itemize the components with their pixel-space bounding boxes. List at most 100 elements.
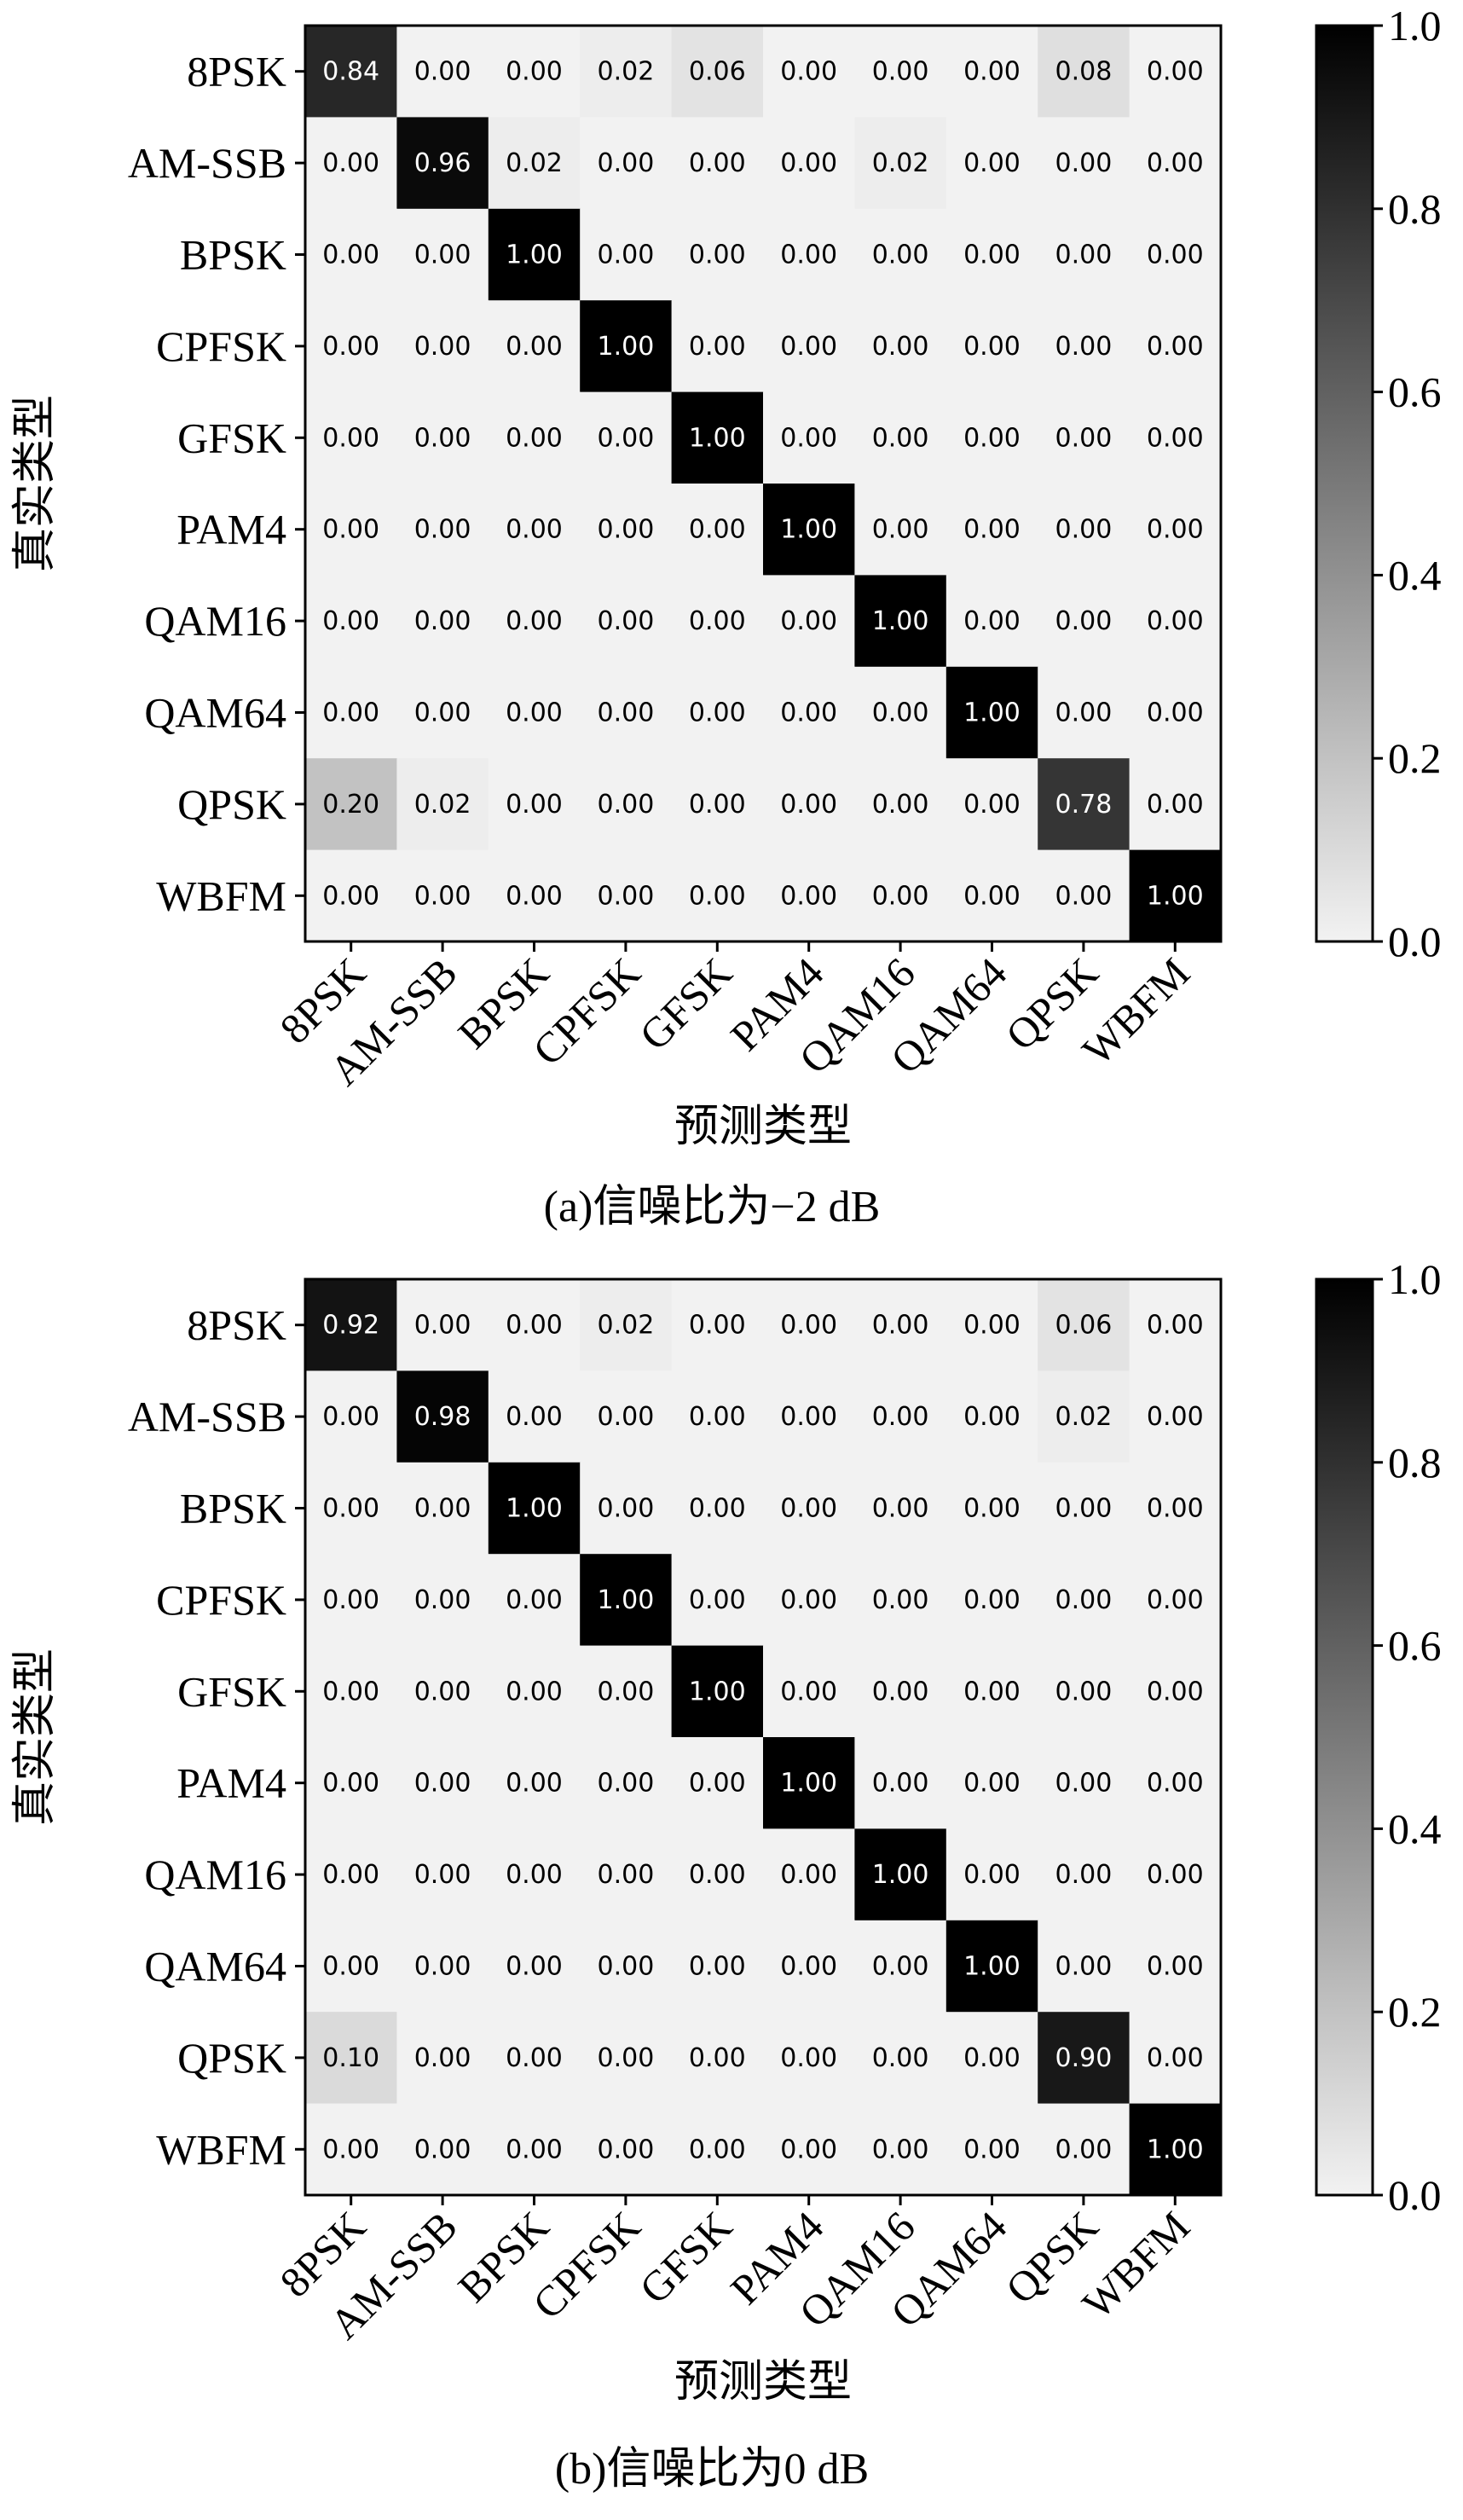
cell-value-label: 0.00 — [322, 881, 379, 911]
heatmap-cell — [396, 575, 489, 668]
cell-value-label: 0.00 — [689, 332, 746, 362]
heatmap-cell — [763, 849, 855, 942]
heatmap-cell — [1038, 391, 1130, 484]
cell-value-label: 0.00 — [963, 790, 1021, 820]
heatmap-cell — [854, 117, 947, 210]
heatmap-cell — [763, 1920, 855, 2013]
cell-value-label: 0.00 — [1147, 515, 1204, 545]
heatmap-cell — [1038, 1828, 1130, 1921]
cell-value-label: 0.00 — [506, 790, 563, 820]
heatmap-cell — [671, 2103, 764, 2196]
cell-value-label: 0.00 — [1055, 1952, 1113, 1982]
x-tick-label: GFSK — [630, 2202, 741, 2313]
heatmap-cell — [488, 26, 581, 118]
heatmap-cell — [305, 1370, 397, 1463]
heatmap-cell — [671, 391, 764, 484]
heatmap-cell — [763, 1645, 855, 1738]
heatmap-cell — [671, 575, 764, 668]
heatmap-cell — [396, 2103, 489, 2196]
cell-value-label: 0.00 — [780, 1311, 837, 1341]
heatmap-cell — [580, 2103, 673, 2196]
cell-value-label: 0.00 — [1055, 515, 1113, 545]
cell-value-label: 0.00 — [780, 1402, 837, 1432]
heatmap-cell — [580, 300, 673, 393]
heatmap-cell — [671, 300, 764, 393]
cell-value-label: 1.00 — [689, 1677, 746, 1706]
cell-value-label: 0.00 — [598, 148, 655, 178]
heatmap-cell — [1129, 484, 1222, 576]
heatmap-cell — [305, 1645, 397, 1738]
heatmap-cell — [488, 758, 581, 851]
heatmap-cell — [488, 1370, 581, 1463]
cell-value-label: 0.00 — [506, 698, 563, 728]
cell-value-label: 0.00 — [963, 515, 1021, 545]
cell-value-label: 0.00 — [780, 2043, 837, 2073]
colorbar-tick-label: 0.0 — [1388, 2171, 1442, 2219]
cell-value-label: 0.00 — [1147, 1585, 1204, 1615]
heatmap-cell — [1129, 575, 1222, 668]
heatmap-cell — [580, 1370, 673, 1463]
cell-value-label: 0.00 — [872, 1769, 929, 1799]
colorbar-tick-label: 0.6 — [1388, 368, 1442, 416]
heatmap-cell — [763, 484, 855, 576]
colorbar-tick-label: 0.4 — [1388, 1805, 1442, 1852]
heatmap-cell — [1038, 575, 1130, 668]
heatmap-cell — [671, 208, 764, 301]
cell-value-label: 0.00 — [1147, 1494, 1204, 1524]
y-tick-label: BPSK — [180, 231, 286, 279]
heatmap-cell — [305, 26, 397, 118]
heatmap-cell — [396, 1370, 489, 1463]
y-tick-label: QAM16 — [144, 597, 286, 645]
heatmap-cell — [854, 1370, 947, 1463]
heatmap-cell — [671, 1737, 764, 1829]
cell-value-label: 0.00 — [1147, 2043, 1204, 2073]
cell-value-label: 0.00 — [780, 790, 837, 820]
cell-value-label: 0.00 — [322, 148, 379, 178]
heatmap-cell — [1038, 2012, 1130, 2105]
heatmap-cell — [580, 1554, 673, 1647]
cell-value-label: 0.00 — [414, 1860, 471, 1890]
heatmap-cell — [488, 300, 581, 393]
colorbar-tick-label: 1.0 — [1388, 2, 1442, 49]
cell-value-label: 0.00 — [506, 332, 563, 362]
heatmap-cell — [945, 1828, 1038, 1921]
heatmap-cell — [488, 2012, 581, 2105]
heatmap-cell — [763, 2103, 855, 2196]
cell-value-label: 0.00 — [963, 2135, 1021, 2164]
heatmap-cell — [763, 1554, 855, 1647]
heatmap-cell — [488, 484, 581, 576]
y-tick-label: GFSK — [177, 414, 286, 461]
cell-value-label: 1.00 — [598, 332, 655, 362]
cell-value-label: 0.00 — [322, 332, 379, 362]
heatmap-cell — [945, 1645, 1038, 1738]
cell-value-label: 0.00 — [506, 1585, 563, 1615]
heatmap-cell — [488, 1462, 581, 1555]
cell-value-label: 0.00 — [322, 423, 379, 453]
cell-value-label: 0.00 — [872, 240, 929, 270]
cell-value-label: 0.00 — [414, 2043, 471, 2073]
cell-value-label: 0.00 — [872, 698, 929, 728]
cell-value-label: 0.00 — [506, 57, 563, 87]
colorbar-tick-label: 0.6 — [1388, 1622, 1442, 1670]
heatmap-cell — [305, 1462, 397, 1555]
heatmap-cell — [1129, 1370, 1222, 1463]
cell-value-label: 0.00 — [598, 881, 655, 911]
heatmap-cell — [580, 849, 673, 942]
cell-value-label: 0.10 — [322, 2043, 379, 2073]
heatmap-cell — [945, 758, 1038, 851]
heatmap-cell — [763, 1279, 855, 1371]
cell-value-label: 1.00 — [1147, 881, 1204, 911]
heatmap-cell — [396, 666, 489, 759]
cell-value-label: 0.00 — [963, 1860, 1021, 1890]
heatmap-cell — [671, 1462, 764, 1555]
cell-value-label: 0.00 — [872, 332, 929, 362]
heatmap-cell — [1038, 26, 1130, 118]
cell-value-label: 0.00 — [322, 1860, 379, 1890]
heatmap-cell — [396, 484, 489, 576]
cell-value-label: 0.00 — [689, 240, 746, 270]
heatmap-cell — [671, 1828, 764, 1921]
heatmap-cell — [580, 26, 673, 118]
heatmap-cell — [763, 1370, 855, 1463]
figure-caption: (b)信噪比为0 dB — [555, 2445, 869, 2494]
cell-value-label: 0.02 — [598, 57, 655, 87]
